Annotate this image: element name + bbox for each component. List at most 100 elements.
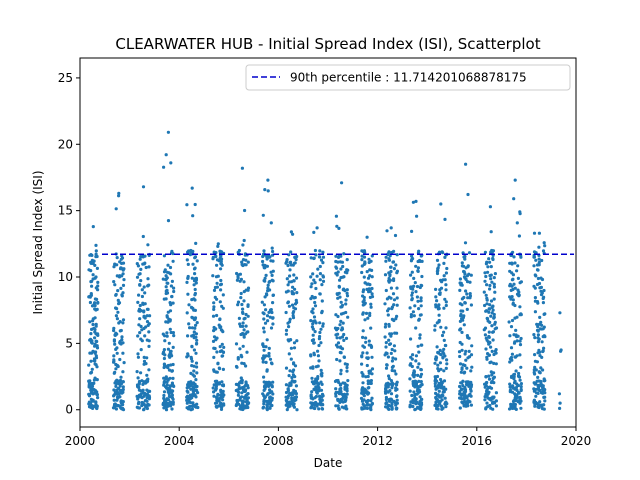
scatter-point [269,221,273,225]
scatter-point [218,283,223,287]
scatter-point [408,403,412,407]
scatter-point [438,291,442,295]
scatter-point [293,398,297,403]
scatter-point [268,391,272,395]
scatter-point [96,284,100,288]
scatter-point [342,355,346,359]
scatter-point [216,361,220,365]
y-tick-label: 20 [58,137,73,151]
scatter-point [168,386,172,391]
scatter-point [261,406,265,410]
scatter-point [194,378,198,382]
scatter-point [538,379,543,383]
scatter-point [135,370,139,374]
scatter-point [187,303,191,307]
scatter-point [370,292,374,296]
scatter-point [91,273,95,277]
y-tick-label: 25 [58,71,73,85]
scatter-point [268,279,272,284]
scatter-point [486,340,490,344]
scatter-point [469,403,473,407]
scatter-point [466,296,470,300]
scatter-point [385,297,389,301]
scatter-point [518,339,522,343]
scatter-point [492,297,496,301]
scatter-point [235,402,239,406]
scatter-point [487,330,491,334]
scatter-point [515,354,519,358]
scatter-point [394,388,398,392]
scatter-point [537,337,541,341]
scatter-point [360,254,364,258]
scatter-point [342,392,346,397]
scatter-point [165,288,169,292]
scatter-point [519,280,524,284]
scatter-point [542,334,546,338]
scatter-point [139,267,143,271]
scatter-point [518,395,522,399]
scatter-point [515,221,519,225]
scatter-point [438,361,442,365]
scatter-point [121,380,125,384]
scatter-point [262,330,266,334]
scatter-point [440,280,444,284]
scatter-point [190,359,194,363]
scatter-point [438,348,442,352]
scatter-point [487,307,491,311]
scatter-point [437,313,441,317]
scatter-point [537,260,541,265]
scatter-point [366,282,370,286]
scatter-point [370,286,374,291]
scatter-point [313,281,317,285]
scatter-point [467,272,471,276]
scatter-point [121,385,125,389]
scatter-point [486,405,490,409]
scatter-point [537,405,541,410]
scatter-point [321,324,325,328]
scatter-point [511,404,515,408]
scatter-point [508,382,512,386]
scatter-point [284,290,288,294]
scatter-point [269,270,273,274]
scatter-point [310,402,314,406]
scatter-point [91,406,95,410]
scatter-point [336,255,341,259]
scatter-point [162,350,166,354]
scatter-point [484,347,488,351]
scatter-point [345,392,349,396]
scatter-point [435,299,439,303]
scatter-point [490,251,494,255]
scatter-point [511,298,515,302]
scatter-point [311,307,315,311]
scatter-point [194,361,199,365]
scatter-point [417,350,421,354]
scatter-point [185,280,189,284]
scatter-point [191,262,195,266]
scatter-point [88,294,92,298]
scatter-point [291,291,295,295]
scatter-point [411,200,415,204]
scatter-point [112,388,116,392]
scatter-point [346,379,350,383]
scatter-point [490,349,494,353]
scatter-point [169,284,173,288]
scatter-point [242,280,246,284]
scatter-point [268,308,273,312]
scatter-point [458,406,462,410]
scatter-point [536,340,541,344]
scatter-point [339,397,343,402]
scatter-point [136,300,140,304]
scatter-point [215,313,219,318]
scatter-point [510,284,514,288]
scatter-point [370,254,374,258]
scatter-point [414,402,418,406]
scatter-point [268,388,272,392]
scatter-point [264,354,268,358]
scatter-point [412,390,416,394]
scatter-point [441,355,445,359]
scatter-point [242,290,246,294]
scatter-point [410,258,414,262]
scatter-point [337,284,341,288]
scatter-point [362,275,366,279]
scatter-point [412,375,416,379]
